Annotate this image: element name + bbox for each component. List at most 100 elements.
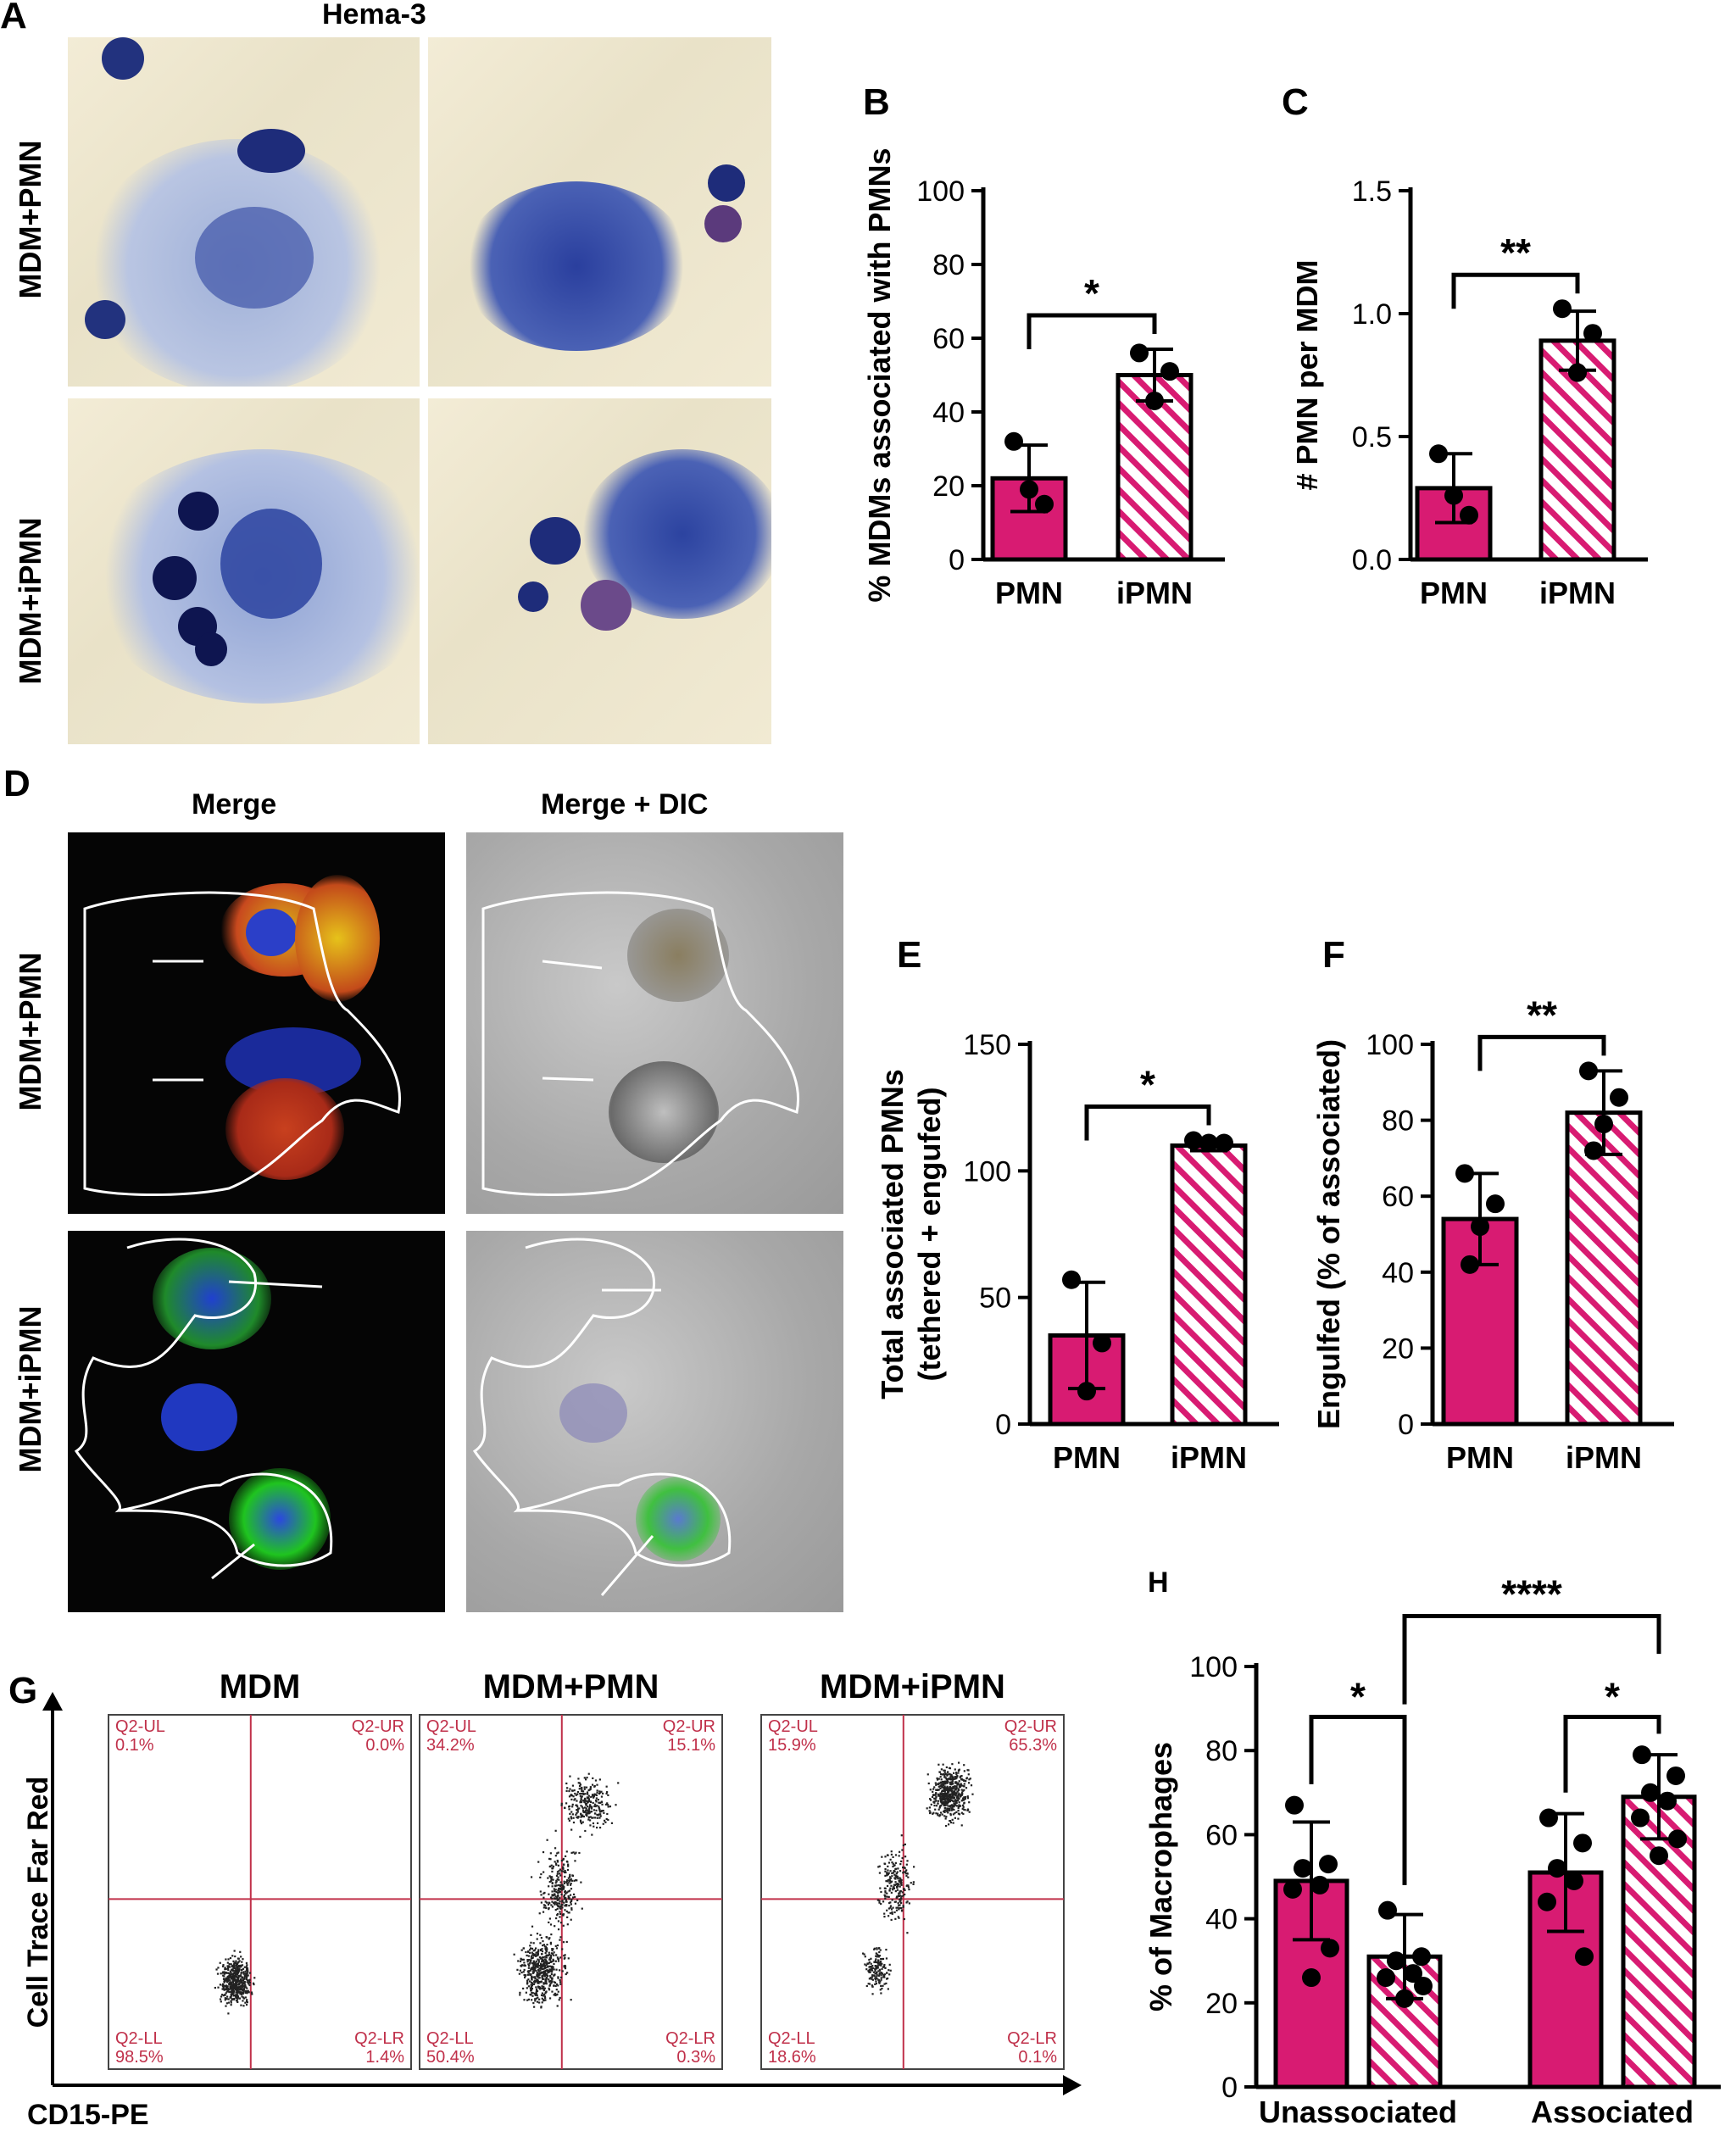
event-dot (943, 1773, 945, 1776)
event-dot (530, 1941, 532, 1944)
micrograph-d-pmn-dic (466, 832, 843, 1214)
event-dot (247, 1990, 249, 1993)
event-dot (541, 1992, 544, 1995)
event-dot (230, 2001, 232, 2004)
event-dot (579, 1794, 581, 1797)
event-dot (526, 1999, 529, 2001)
event-dot (526, 1973, 530, 1976)
event-dot (582, 1792, 585, 1795)
x-tick-label: PMN (1446, 1440, 1514, 1475)
event-dot (899, 1895, 902, 1897)
event-dot (943, 1806, 946, 1809)
event-dot (537, 1966, 539, 1968)
event-dot (875, 1980, 877, 1983)
event-dot (868, 1958, 871, 1961)
event-dot (248, 1983, 250, 1985)
event-dot (548, 1875, 551, 1878)
y-axis-label: Total associated PMNs(tethered + engufed… (882, 1069, 947, 1399)
event-dot (938, 1795, 942, 1798)
event-dot (230, 1995, 232, 1997)
event-dot (543, 1995, 547, 1998)
event-dot (943, 1810, 945, 1813)
event-dot (944, 1780, 948, 1783)
event-dot (534, 1992, 537, 1995)
event-dot (899, 1863, 902, 1866)
event-dot (943, 1809, 946, 1811)
event-dot (231, 1989, 235, 1992)
event-dot (225, 1997, 228, 2000)
event-dot (885, 1957, 888, 1960)
event-dot (591, 1806, 593, 1808)
event-dot (571, 1784, 575, 1787)
event-dot (236, 1996, 239, 1999)
event-dot (587, 1794, 590, 1797)
event-dot (595, 1799, 598, 1802)
data-point (1573, 1833, 1592, 1853)
event-dot (225, 1992, 227, 1995)
event-dot (532, 1950, 535, 1952)
event-dot (960, 1789, 963, 1791)
significance-label: * (1140, 1062, 1155, 1106)
event-dot (950, 1807, 953, 1810)
event-dot (564, 1898, 566, 1900)
event-dot (870, 1962, 872, 1965)
event-dot (538, 1965, 541, 1967)
event-dot (551, 1900, 554, 1903)
event-dot (943, 1782, 945, 1784)
event-dot (562, 1914, 565, 1917)
event-dot (598, 1813, 600, 1816)
event-dot (544, 1997, 547, 2000)
event-dot (941, 1780, 943, 1783)
event-dot (225, 1978, 227, 1981)
event-dot (543, 1891, 546, 1895)
event-dot (544, 1973, 547, 1976)
event-dot (531, 1971, 535, 1973)
event-dot (530, 1933, 532, 1937)
event-dot (955, 1772, 958, 1774)
event-dot (585, 1811, 587, 1814)
event-dot (559, 1983, 562, 1985)
event-dot (884, 1870, 887, 1872)
event-dot (950, 1783, 953, 1786)
event-dot (591, 1833, 593, 1836)
event-dot (526, 1981, 529, 1984)
event-dot (232, 1995, 235, 1997)
event-dot (568, 1795, 571, 1798)
event-dot (581, 1814, 584, 1817)
event-dot (875, 1955, 877, 1957)
event-dot (966, 1797, 970, 1800)
event-dot (535, 1980, 537, 1983)
event-dot (564, 1909, 566, 1911)
event-dot (946, 1789, 949, 1792)
event-dot (952, 1791, 954, 1794)
data-point (1486, 1194, 1505, 1214)
event-dot (538, 1972, 541, 1975)
event-dot (912, 1883, 915, 1885)
event-dot (898, 1892, 900, 1895)
event-dot (527, 1970, 530, 1972)
data-point (1285, 1795, 1304, 1815)
event-dot (560, 1889, 563, 1891)
event-dot (570, 1816, 572, 1818)
event-dot (590, 1807, 593, 1810)
event-dot (970, 1784, 973, 1787)
event-dot (548, 1961, 550, 1965)
event-dot (531, 1954, 533, 1956)
event-dot (246, 2000, 248, 2003)
event-dot (944, 1797, 948, 1800)
x-tick-label: PMN (1053, 1440, 1121, 1475)
event-dot (546, 1962, 548, 1965)
event-dot (221, 1985, 225, 1988)
event-dot (583, 1786, 586, 1789)
event-dot (578, 1784, 581, 1788)
event-dot (532, 1962, 535, 1966)
event-dot (565, 1850, 568, 1853)
event-dot (560, 1903, 563, 1906)
event-dot (956, 1774, 959, 1778)
event-dot (532, 1960, 535, 1962)
event-dot (228, 1963, 231, 1966)
event-dot (236, 1967, 239, 1970)
data-point (1553, 299, 1572, 319)
event-dot (537, 1951, 539, 1954)
event-dot (889, 1901, 892, 1904)
